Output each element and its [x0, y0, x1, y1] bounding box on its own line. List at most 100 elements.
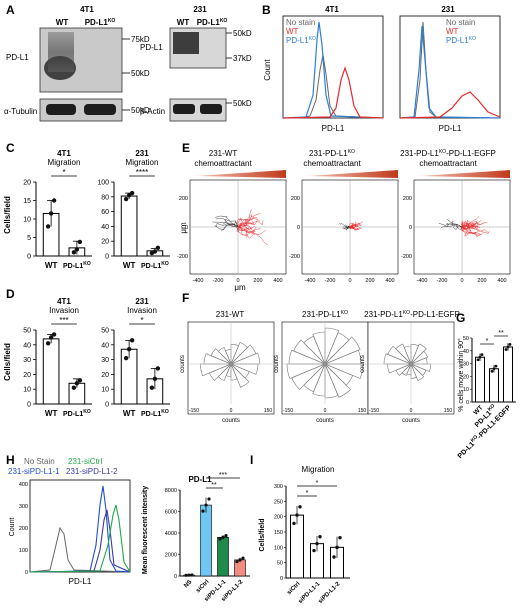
c-231-ytick-label: 60 — [101, 209, 109, 216]
chemoattractant-wedge — [196, 170, 286, 178]
h-point — [201, 509, 205, 513]
c-231-title1: 231 — [135, 149, 149, 158]
cell-track — [461, 224, 481, 236]
h-sig: ** — [211, 482, 217, 489]
c-231-ytick-label: 100 — [97, 180, 109, 187]
rose-xtick-label: 0 — [410, 408, 413, 414]
i-point — [335, 545, 339, 550]
blot-4t1-loading-label: α-Tubulin — [4, 107, 37, 116]
c-231-point — [126, 193, 132, 198]
rose-xlabel: counts — [402, 418, 420, 424]
blot-smear-wt — [48, 32, 74, 72]
track-xtick-label: -200 — [436, 278, 447, 284]
d-231-ytick-label: 40 — [101, 342, 109, 349]
panel-e: E -400 -200 0 200 400 200 0 -200 -400 -200 0 200 400… — [177, 141, 511, 292]
track-xtick-label: -200 — [324, 278, 335, 284]
h-legend-nostain: No Stain — [24, 457, 55, 466]
cell-track — [237, 226, 268, 246]
h-bar-ylabel: Mean fluorescent intensity — [142, 486, 149, 574]
cell-track — [349, 226, 354, 229]
g-sig: ** — [498, 330, 504, 337]
track-ytick-label: -200 — [289, 254, 300, 260]
rose-sector — [324, 336, 361, 365]
rose-sector — [395, 343, 412, 365]
g-ytick-label: 10 — [463, 387, 469, 393]
d-231-cat-label: WT — [123, 409, 136, 418]
track-xtick-label: 0 — [348, 278, 351, 284]
panel-g-ylabel: % cells move within 90° — [457, 338, 465, 412]
d-4t1-point — [51, 332, 57, 337]
g-point — [490, 369, 494, 373]
g-point — [480, 353, 484, 357]
h-cat-label: siCtrl — [195, 579, 210, 594]
rose-sector — [293, 339, 326, 365]
rose-xtick-label: -150 — [283, 408, 293, 414]
panel-letter-a: A — [6, 3, 15, 17]
g-point — [506, 345, 510, 349]
d-231-cat-label: PD-L1KO — [141, 409, 169, 418]
cell-track — [446, 218, 463, 228]
h-point — [224, 533, 228, 538]
flow-231-legend-nostain: No stain — [446, 18, 475, 27]
d-4t1-point — [71, 385, 77, 390]
g-ytick-label: 0 — [466, 400, 469, 406]
flow-4t1-title: 4T1 — [325, 5, 339, 14]
g-point — [478, 355, 482, 359]
i-point — [315, 541, 319, 546]
h-point — [207, 497, 211, 501]
track-ytick-label: -200 — [401, 254, 412, 260]
d-231-ytick-label: 30 — [101, 357, 109, 364]
h-flow-ytick-label: 100 — [19, 548, 28, 554]
i-point — [318, 535, 322, 539]
h-cat-label: NS — [183, 579, 193, 589]
cell-track — [237, 220, 256, 228]
panel-i: I Migration Cells/field 0 50 100 150 200 250 3… — [250, 453, 350, 605]
rose-xlabel: counts — [316, 418, 334, 424]
track-xtick-label: -400 — [304, 278, 315, 284]
flow-231-wt-curve — [399, 91, 501, 119]
blot-4t1-col-ko: PD-L1KO — [85, 18, 116, 27]
h-bar-ytick-label: 0 — [174, 574, 177, 580]
i-point — [292, 521, 296, 526]
h-bar-ytick-label: 2000 — [165, 553, 177, 559]
c-231-cat-label: WT — [123, 261, 136, 270]
i-point — [312, 548, 316, 553]
blot-4t1-title: 4T1 — [80, 5, 94, 14]
blot-231-col-ko: PD-L1KO — [197, 18, 228, 27]
h-point — [241, 556, 245, 560]
c-4t1-point — [48, 211, 54, 216]
rose-xlabel: counts — [222, 418, 240, 424]
h-point — [221, 535, 225, 539]
h-sig: *** — [219, 472, 227, 479]
chart-i: 050100150200250300siCtrlsiPD-L1-1siPD-L1… — [274, 480, 350, 605]
rose-sector — [210, 348, 232, 365]
rose-sector — [410, 350, 428, 365]
h-bar-ytick-label: 8000 — [165, 488, 177, 494]
c-231-point — [123, 196, 129, 202]
d-4t1-ytick-label: 0 — [27, 402, 31, 409]
flow-ylabel: Count — [263, 59, 272, 81]
i-ytick-label: 0 — [280, 576, 283, 582]
panel-letter-d: D — [6, 287, 15, 301]
rose-title-ko: 231-PD-L1KO — [302, 310, 348, 319]
g-ytick-label: 20 — [463, 374, 469, 380]
track-xtick-label: -400 — [192, 278, 203, 284]
rose-ylabel: counts — [360, 355, 366, 373]
d-4t1-point — [77, 378, 83, 383]
i-cat-label: siCtrl — [286, 581, 301, 596]
i-ytick-label: 150 — [274, 530, 283, 536]
d-4t1-point — [45, 341, 51, 346]
h-flow-ytick-label: 0 — [25, 570, 28, 576]
flow-4t1-xlabel: PD-L1 — [322, 124, 345, 133]
i-point — [298, 505, 302, 509]
flow-4t1-legend-ko: PD-L1KO — [286, 36, 316, 45]
cell-track — [349, 221, 363, 228]
h-curve-sictrl — [29, 504, 131, 573]
cell-track — [212, 218, 239, 228]
marker-50kd: 50kD — [131, 69, 150, 78]
h-curve-sipdl1-2 — [29, 509, 131, 573]
panel-d-ylabel: Cells/field — [3, 343, 12, 381]
c-231-ytick-label: 40 — [101, 224, 109, 231]
